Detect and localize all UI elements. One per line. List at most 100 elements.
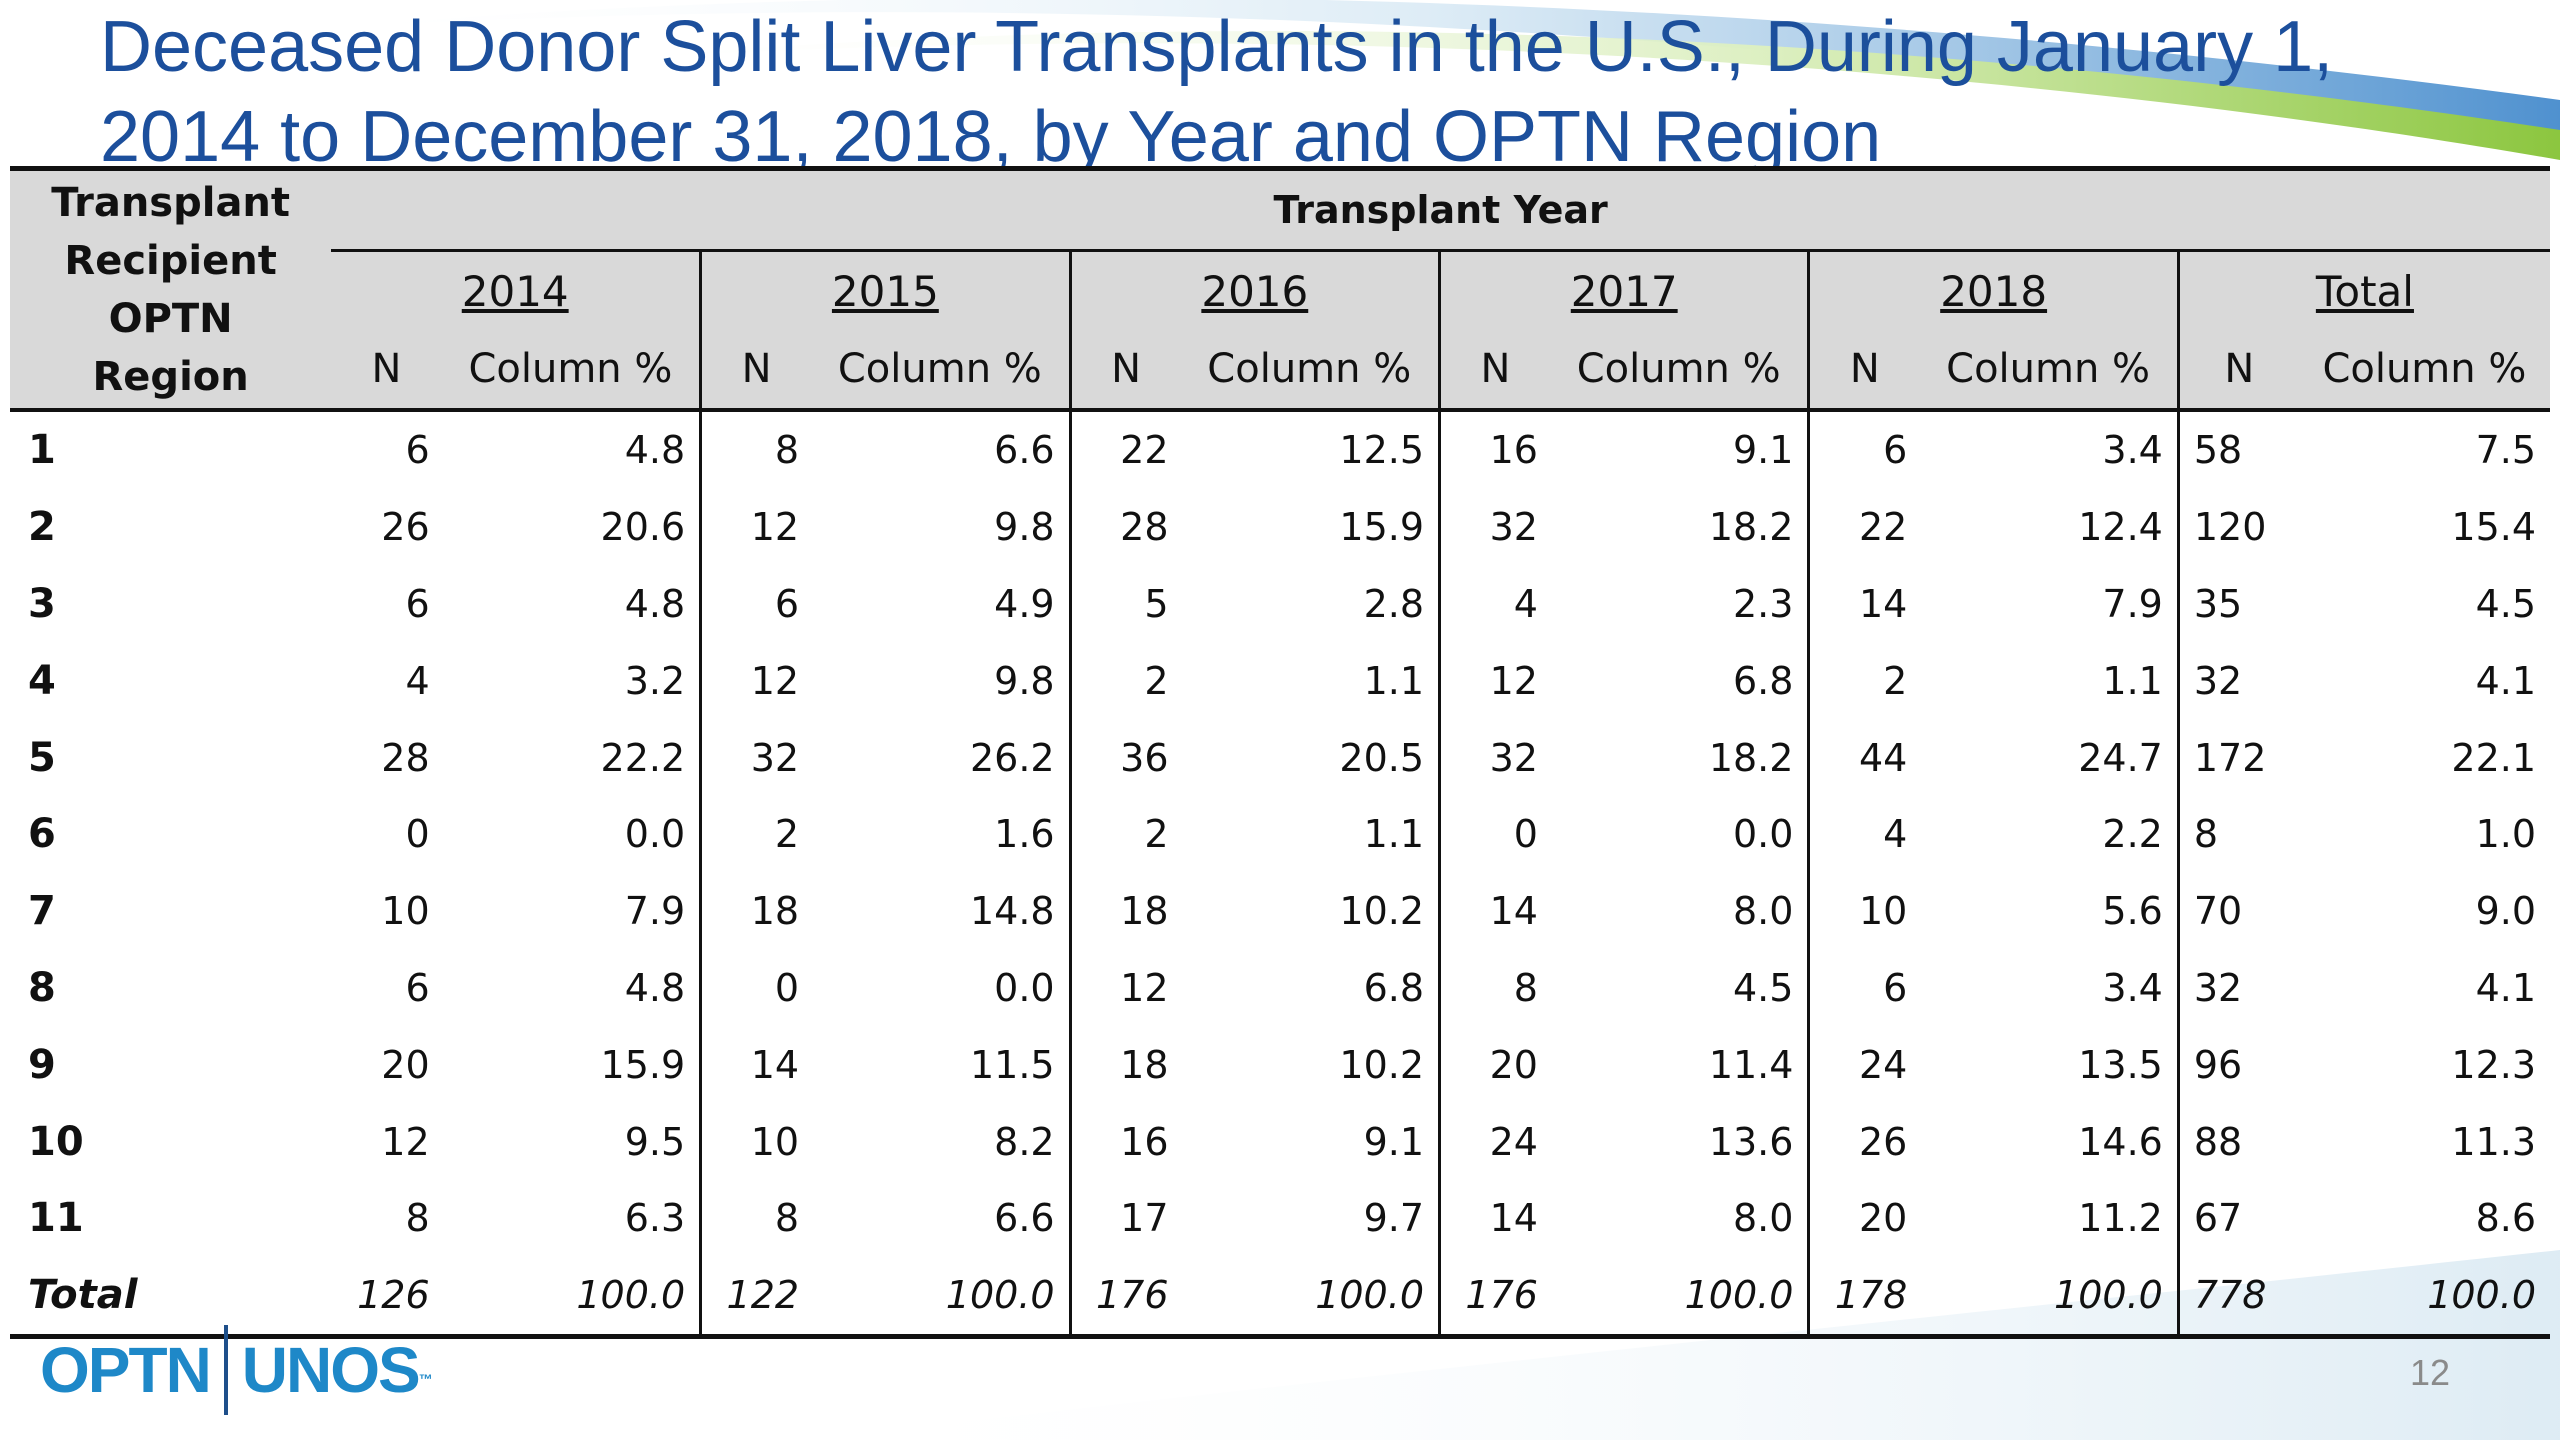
- count-cell: 176: [1437, 1256, 1550, 1337]
- percent-cell: 9.8: [994, 658, 1055, 703]
- percent-cell: 3.4: [2102, 428, 2163, 473]
- page-title: Deceased Donor Split Liver Transplants i…: [100, 7, 2334, 177]
- count-cell: 17: [1068, 1179, 1181, 1257]
- percent-cell: 6.8: [1363, 965, 1424, 1010]
- count-cell: 20: [381, 1042, 430, 1087]
- percent-cell: 20.5: [1339, 735, 1424, 780]
- col-pct-total: Column %: [2298, 330, 2550, 410]
- table-row: 11 8 6.3 8 6.6 17 9.7 14 8.0 20 11.2 67 8.6: [10, 1179, 2550, 1257]
- percent-cell: 1.1: [2102, 658, 2163, 703]
- count-cell: 16: [1437, 410, 1550, 489]
- table-row: 4 4 3.2 12 9.8 2 1.1 12 6.8 2 1.1 32 4.1: [10, 642, 2550, 720]
- count-cell: 16: [1068, 1103, 1181, 1180]
- percent-cell: 3.4: [2102, 965, 2163, 1010]
- percent-cell: 8.0: [1732, 889, 1794, 934]
- percent-cell: 7.9: [2102, 581, 2163, 626]
- count-cell: 18: [699, 872, 812, 950]
- count-cell: 176: [1068, 1256, 1181, 1337]
- data-table-container: Transplant Recipient OPTN Region Transpl…: [10, 166, 2550, 1339]
- region-cell: 3: [28, 580, 56, 627]
- percent-cell: 0.0: [624, 812, 686, 857]
- year-group-total: Total: [2176, 250, 2550, 330]
- count-cell: 120: [2176, 488, 2299, 566]
- percent-cell: 22.1: [2451, 735, 2536, 780]
- table-row: 9 20 15.9 14 11.5 18 10.2 20 11.4 24 13.5 96 12.3: [10, 1026, 2550, 1104]
- table-row: 1 6 4.8 8 6.6 22 12.5 16 9.1 6 3.4 58 7.5: [10, 410, 2550, 489]
- count-cell: 12: [1068, 949, 1181, 1027]
- count-cell: 22: [1068, 410, 1181, 489]
- col-pct-2015: Column %: [811, 330, 1071, 410]
- count-cell: 6: [699, 565, 812, 643]
- percent-cell: 4.8: [624, 428, 686, 473]
- count-cell: 126: [357, 1273, 430, 1318]
- count-cell: 778: [2176, 1256, 2299, 1337]
- region-cell: 5: [28, 734, 56, 781]
- count-cell: 6: [405, 428, 430, 473]
- count-cell: 35: [2176, 565, 2299, 643]
- percent-cell: 15.9: [1339, 505, 1424, 550]
- percent-cell: 2.2: [2102, 812, 2163, 857]
- count-cell: 2: [1807, 642, 1920, 720]
- total-row: Total 126 100.0 122 100.0 176 100.0 176 100.0 178…: [10, 1256, 2550, 1337]
- percent-cell: 24.7: [2078, 735, 2163, 780]
- percent-cell: 4.8: [624, 965, 686, 1010]
- percent-cell: 12.3: [2451, 1042, 2536, 1087]
- count-cell: 26: [1807, 1103, 1920, 1180]
- logo-trademark: ™: [418, 1371, 433, 1387]
- count-cell: 24: [1807, 1026, 1920, 1104]
- percent-cell: 11.3: [2451, 1119, 2536, 1164]
- count-cell: 0: [405, 812, 430, 857]
- percent-cell: 4.5: [1732, 965, 1794, 1010]
- percent-cell: 4.1: [2475, 965, 2536, 1010]
- percent-cell: 9.1: [1363, 1119, 1424, 1164]
- percent-cell: 100.0: [2054, 1273, 2163, 1318]
- col-pct-2017: Column %: [1549, 330, 1809, 410]
- percent-cell: 6.3: [624, 1196, 686, 1241]
- count-cell: 14: [1437, 872, 1550, 950]
- count-cell: 24: [1437, 1103, 1550, 1180]
- region-cell: 6: [28, 811, 56, 858]
- count-cell: 14: [1807, 565, 1920, 643]
- count-cell: 14: [1437, 1179, 1550, 1257]
- count-cell: 0: [699, 949, 812, 1027]
- count-cell: 178: [1807, 1256, 1920, 1337]
- region-cell: 9: [28, 1041, 56, 1088]
- count-cell: 2: [699, 795, 812, 873]
- year-group-2015: 2015: [699, 250, 1071, 330]
- region-cell: 4: [28, 657, 56, 704]
- region-cell: 7: [28, 888, 56, 935]
- region-cell: Total: [28, 1272, 138, 1319]
- count-cell: 28: [1068, 488, 1181, 566]
- count-cell: 12: [699, 488, 812, 566]
- percent-cell: 9.5: [624, 1119, 686, 1164]
- count-cell: 32: [1437, 719, 1550, 796]
- logo-divider: [223, 1325, 228, 1415]
- count-cell: 2: [1068, 642, 1181, 720]
- year-group-2017: 2017: [1437, 250, 1809, 330]
- count-cell: 96: [2176, 1026, 2299, 1104]
- percent-cell: 8.6: [2475, 1196, 2536, 1241]
- count-cell: 28: [381, 735, 430, 780]
- percent-cell: 4.8: [624, 581, 686, 626]
- page-number: 12: [2409, 1352, 2451, 1393]
- percent-cell: 18.2: [1708, 735, 1794, 780]
- percent-cell: 8.0: [1732, 1196, 1794, 1241]
- percent-cell: 100.0: [945, 1273, 1055, 1318]
- percent-cell: 12.5: [1339, 428, 1424, 473]
- percent-cell: 14.8: [969, 889, 1055, 934]
- percent-cell: 4.5: [2475, 581, 2536, 626]
- table-header: Transplant Recipient OPTN Region Transpl…: [10, 168, 2550, 410]
- percent-cell: 100.0: [1315, 1273, 1424, 1318]
- region-cell: 1: [28, 427, 56, 474]
- count-cell: 14: [699, 1026, 812, 1104]
- percent-cell: 9.0: [2475, 889, 2536, 934]
- count-cell: 10: [1807, 872, 1920, 950]
- percent-cell: 1.1: [1363, 812, 1424, 857]
- percent-cell: 2.8: [1363, 581, 1424, 626]
- region-cell: 2: [28, 504, 56, 551]
- count-cell: 12: [381, 1119, 430, 1164]
- count-cell: 172: [2176, 719, 2299, 796]
- count-cell: 20: [1807, 1179, 1920, 1257]
- percent-cell: 15.4: [2451, 505, 2536, 550]
